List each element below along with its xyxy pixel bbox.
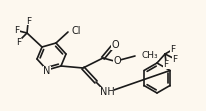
Text: NH: NH [99, 87, 114, 97]
Text: F: F [170, 45, 175, 54]
Text: F: F [172, 55, 177, 63]
Text: F: F [26, 17, 31, 26]
Text: F: F [14, 26, 20, 35]
Text: Cl: Cl [72, 26, 81, 36]
Text: N: N [43, 66, 50, 76]
Text: O: O [113, 56, 120, 66]
Text: O: O [111, 40, 118, 50]
Text: F: F [163, 59, 168, 68]
Text: CH₃: CH₃ [141, 51, 158, 59]
Text: F: F [16, 38, 21, 47]
